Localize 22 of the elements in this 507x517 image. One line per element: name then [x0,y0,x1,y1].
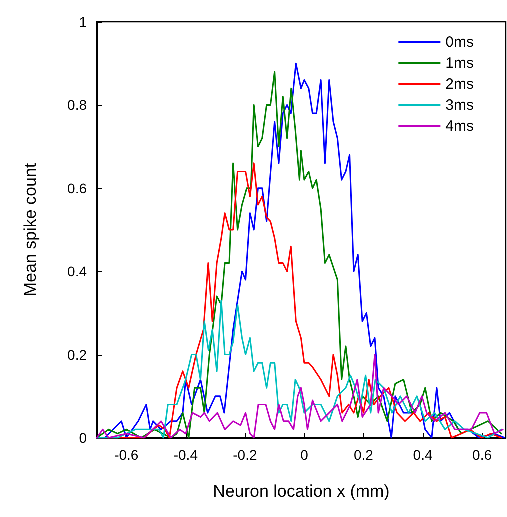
x-tick-label: 0.2 [354,447,374,463]
legend-label: 1ms [446,55,474,72]
x-tick-label: -0.6 [114,447,139,463]
legend-label: 4ms [446,118,474,135]
y-tick-label: 0.4 [68,264,88,280]
x-tick-label: -0.4 [174,447,198,463]
x-tick-label: 0 [300,447,309,463]
y-tick-label: 0.2 [68,346,88,363]
line-series [96,354,504,439]
y-tick-label: 1 [79,14,88,30]
y-axis-title: Mean spike count [21,163,40,297]
y-tick-label: 0 [79,430,88,446]
x-tick-label: -0.2 [233,447,258,463]
x-tick-label: 0.4 [413,447,433,463]
y-tick-label: 0.8 [68,97,88,114]
line-series [96,300,502,439]
legend-label: 0ms [446,34,474,51]
x-tick-label: 0.6 [472,447,492,463]
x-axis-title: Neuron location x (mm) [213,482,390,501]
legend-label: 3ms [446,97,474,114]
legend-label: 2ms [446,76,474,93]
y-tick-label: 0.6 [68,180,88,196]
